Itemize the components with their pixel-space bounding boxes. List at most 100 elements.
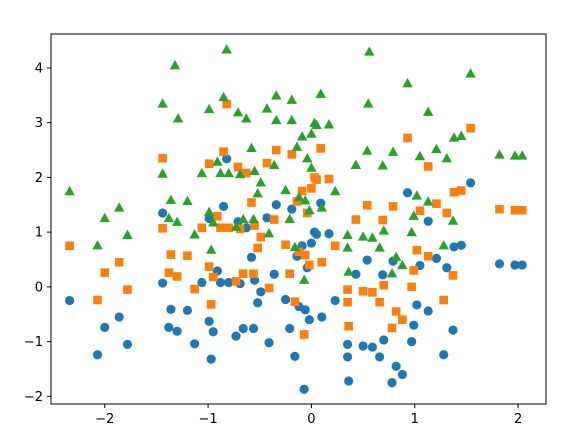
circle-marker [311,229,322,239]
square-marker [164,268,174,277]
triangle-marker [306,162,317,172]
circle-marker [190,339,200,349]
circle-marker [290,351,300,361]
circle-marker [166,304,176,314]
triangle-marker [362,145,373,155]
circle-marker [208,327,218,337]
square-marker [312,175,321,184]
circle-marker [423,306,433,316]
square-marker [297,186,307,196]
square-marker [432,199,441,208]
circle-marker [439,350,449,360]
triangle-marker [252,188,263,198]
triangle-marker [315,88,326,98]
circle-marker [222,154,232,164]
triangle-marker [300,195,311,205]
circle-marker [402,188,413,198]
triangle-marker [296,131,308,141]
square-marker [250,221,259,230]
triangle-marker [293,191,305,202]
triangle-marker [286,114,297,125]
square-marker [423,162,433,171]
square-marker [216,223,225,233]
triangle-marker [203,206,215,217]
square-marker [233,162,243,172]
circle-marker [218,201,229,212]
circle-marker [342,339,353,349]
square-marker [448,271,458,280]
square-marker [423,251,433,261]
square-marker [398,315,407,325]
triangle-marker [269,159,280,169]
circle-marker [378,270,388,280]
triangle-marker [248,213,259,224]
circle-marker [197,277,207,288]
circle-marker [262,213,272,223]
circle-marker [122,339,133,349]
triangle-marker [230,221,242,231]
triangle-marker [286,94,297,104]
square-marker [307,184,316,193]
square-marker [391,307,401,316]
square-marker [379,280,389,290]
triangle-marker [441,153,452,163]
circle-marker [65,295,75,306]
triangle-marker [157,98,168,108]
triangle-marker [271,90,282,100]
circle-marker [215,277,226,288]
y-tick-label: −2 [24,390,43,405]
triangle-marker [215,167,226,178]
square-marker [316,144,326,153]
triangle-marker [261,103,273,113]
circle-marker [409,320,419,330]
circle-marker [465,178,476,188]
circle-marker [304,315,314,325]
triangle-marker [304,205,315,215]
square-marker [362,201,372,210]
square-marker [415,206,425,216]
circle-marker [238,323,248,334]
triangle-marker [374,242,385,252]
triangle-marker [234,168,246,179]
triangle-marker [431,143,442,154]
triangle-marker [271,114,282,125]
square-marker [412,245,422,255]
triangle-marker [165,194,177,205]
triangle-marker [221,44,232,54]
square-marker [343,297,352,307]
triangle-marker [182,195,193,206]
circle-marker [362,255,372,265]
square-marker [231,277,241,286]
square-marker [442,208,452,218]
square-marker [407,282,416,292]
circle-marker [510,260,520,270]
triangle-marker [289,241,301,252]
triangle-marker [298,274,310,284]
y-tick-label: 4 [35,61,43,76]
circle-marker [248,323,259,334]
square-marker [204,262,214,271]
circle-marker [224,277,234,288]
square-marker [264,283,274,293]
square-marker [204,159,214,169]
circle-marker [324,229,334,239]
plot-area [64,44,528,394]
square-marker [456,186,466,195]
circle-marker [287,204,297,214]
triangle-marker [342,229,353,240]
circle-marker [300,305,310,315]
triangle-marker [246,142,257,153]
square-marker [271,145,281,155]
square-marker [387,323,397,333]
circle-marker [285,323,295,334]
triangle-marker [122,229,133,240]
square-marker [269,215,279,224]
triangle-marker [64,185,75,196]
circle-marker [412,300,422,310]
circle-marker [442,263,452,273]
circle-marker [351,269,361,279]
circle-marker [100,322,110,332]
square-marker [403,133,412,143]
triangle-marker [238,213,249,224]
triangle-marker [163,212,175,223]
